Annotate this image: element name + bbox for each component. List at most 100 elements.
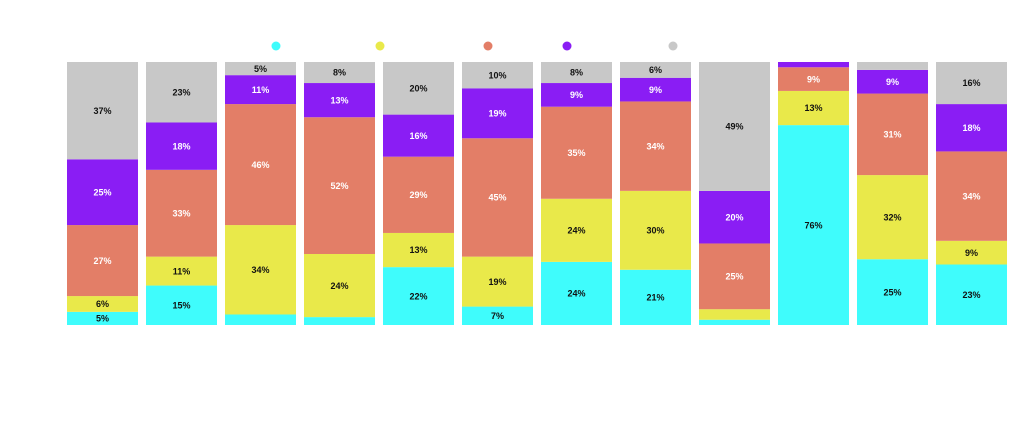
bar-segment-4-s1[interactable] xyxy=(304,317,375,325)
bar-segment-10-s2[interactable] xyxy=(778,90,849,126)
data-label-8-s1: 21% xyxy=(646,293,664,303)
bar-segment-2-s3[interactable] xyxy=(146,169,217,257)
bar-segment-7-s4[interactable] xyxy=(541,83,612,107)
bar-segment-1-s4[interactable] xyxy=(67,159,138,226)
data-label-5-s3: 29% xyxy=(409,190,427,200)
bar-segment-2-s4[interactable] xyxy=(146,122,217,170)
legend xyxy=(271,41,678,51)
legend-marker-2[interactable] xyxy=(375,41,385,51)
data-label-4-s4: 13% xyxy=(330,95,348,105)
bar-segment-4-s2[interactable] xyxy=(304,253,375,318)
data-label-5-s2: 13% xyxy=(409,245,427,255)
data-label-5-s1: 22% xyxy=(409,291,427,301)
data-label-9-s3: 25% xyxy=(725,272,743,282)
data-label-3-s3: 46% xyxy=(251,160,269,170)
bar-segment-9-s2[interactable] xyxy=(699,309,770,320)
bar-segment-3-s2[interactable] xyxy=(225,225,296,315)
legend-marker-1[interactable] xyxy=(271,41,281,51)
data-label-12-s3: 34% xyxy=(962,191,980,201)
bar-segment-3-s4[interactable] xyxy=(225,75,296,105)
bar-segment-5-s3[interactable] xyxy=(383,156,454,233)
data-label-10-s1: 76% xyxy=(804,220,822,230)
bar-segment-10-s3[interactable] xyxy=(778,67,849,91)
bar-segment-6-s1[interactable] xyxy=(462,306,533,325)
bar-segment-5-s1[interactable] xyxy=(383,267,454,325)
bar-segment-2-s2[interactable] xyxy=(146,256,217,286)
bar-segment-8-s1[interactable] xyxy=(620,269,691,325)
bar-segment-9-s4[interactable] xyxy=(699,190,770,244)
bar-segment-2-s1[interactable] xyxy=(146,285,217,325)
bar-segment-11-s1[interactable] xyxy=(857,259,928,325)
data-label-6-s5: 10% xyxy=(488,70,506,80)
bar-segment-6-s4[interactable] xyxy=(462,88,533,139)
data-label-11-s3: 31% xyxy=(883,130,901,140)
legend-marker-4[interactable] xyxy=(562,41,572,51)
data-label-9-s4: 20% xyxy=(725,212,743,222)
bar-segment-6-s5[interactable] xyxy=(462,62,533,89)
bar-group-3: 34% 46% 11% 5% xyxy=(225,62,296,325)
bar-segment-11-s5[interactable] xyxy=(857,62,928,70)
bar-segment-3-s1[interactable] xyxy=(225,314,296,325)
data-label-2-s4: 18% xyxy=(172,141,190,151)
legend-marker-3[interactable] xyxy=(483,41,493,51)
bar-segment-7-s2[interactable] xyxy=(541,198,612,262)
bar-group-7: 24% 24% 35% 9% 8% xyxy=(541,62,612,325)
bar-segment-1-s3[interactable] xyxy=(67,225,138,297)
bar-segment-8-s4[interactable] xyxy=(620,77,691,102)
bar-segment-8-s2[interactable] xyxy=(620,190,691,270)
bar-segment-5-s5[interactable] xyxy=(383,62,454,115)
bar-segment-6-s3[interactable] xyxy=(462,138,533,257)
data-label-7-s1: 24% xyxy=(567,289,585,299)
bar-segment-5-s2[interactable] xyxy=(383,232,454,268)
bar-segment-9-s5[interactable] xyxy=(699,62,770,191)
bar-segment-9-s3[interactable] xyxy=(699,243,770,310)
bar-segment-4-s4[interactable] xyxy=(304,83,375,118)
bar-segment-12-s5[interactable] xyxy=(936,62,1007,105)
bar-segment-7-s3[interactable] xyxy=(541,106,612,199)
bar-segment-11-s3[interactable] xyxy=(857,93,928,176)
bar-segment-3-s3[interactable] xyxy=(225,104,296,226)
bar-segment-8-s5[interactable] xyxy=(620,62,691,78)
data-label-2-s3: 33% xyxy=(172,208,190,218)
bar-segment-2-s5[interactable] xyxy=(146,62,217,123)
data-label-8-s4: 9% xyxy=(649,85,662,95)
data-label-11-s2: 32% xyxy=(883,212,901,222)
data-label-7-s5: 8% xyxy=(570,68,583,78)
bar-segment-10-s1[interactable] xyxy=(778,125,849,326)
bar-segment-4-s3[interactable] xyxy=(304,117,375,254)
bar-segment-9-s1[interactable] xyxy=(699,319,770,325)
bar-segment-3-s5[interactable] xyxy=(225,62,296,76)
bar-segment-7-s5[interactable] xyxy=(541,62,612,84)
bar-segment-7-s1[interactable] xyxy=(541,261,612,325)
bar-group-1: 5% 6% 27% 25% 37% xyxy=(67,62,138,325)
bar-segment-1-s5[interactable] xyxy=(67,62,138,160)
bar-segment-12-s4[interactable] xyxy=(936,104,1007,152)
data-label-3-s5: 5% xyxy=(254,64,267,74)
data-label-12-s2: 9% xyxy=(965,248,978,258)
data-label-6-s4: 19% xyxy=(488,108,506,118)
bar-segment-10-s4[interactable] xyxy=(778,62,849,68)
data-label-4-s2: 24% xyxy=(330,281,348,291)
data-label-12-s4: 18% xyxy=(962,123,980,133)
bar-segment-6-s2[interactable] xyxy=(462,256,533,307)
bar-segment-12-s2[interactable] xyxy=(936,240,1007,265)
bar-segment-12-s1[interactable] xyxy=(936,264,1007,325)
data-label-3-s4: 11% xyxy=(252,85,270,95)
data-label-2-s2: 11% xyxy=(173,266,191,276)
data-label-10-s3: 9% xyxy=(807,74,820,84)
bar-group-6: 7% 19% 45% 19% 10% xyxy=(462,62,533,325)
bar-segment-4-s5[interactable] xyxy=(304,62,375,84)
bar-segment-11-s4[interactable] xyxy=(857,69,928,94)
bar-segment-12-s3[interactable] xyxy=(936,151,1007,241)
bar-segment-1-s1[interactable] xyxy=(67,311,138,325)
bar-segment-1-s2[interactable] xyxy=(67,296,138,312)
bar-group-9: 25% 20% 49% xyxy=(699,62,770,325)
bar-segment-5-s4[interactable] xyxy=(383,114,454,157)
bar-segment-8-s3[interactable] xyxy=(620,101,691,191)
legend-marker-5[interactable] xyxy=(668,41,678,51)
data-label-11-s1: 25% xyxy=(883,287,901,297)
data-label-5-s5: 20% xyxy=(409,84,427,94)
data-label-5-s4: 16% xyxy=(409,131,427,141)
bar-segment-11-s2[interactable] xyxy=(857,175,928,260)
